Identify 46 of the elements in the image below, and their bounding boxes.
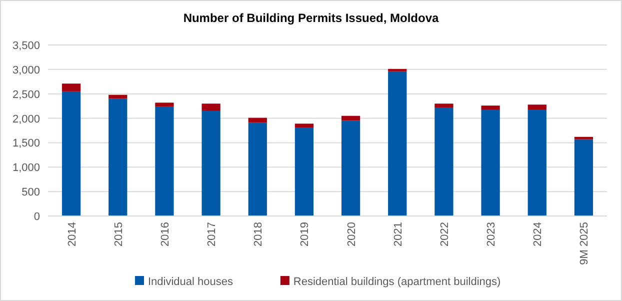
bar [108, 98, 128, 216]
bar [574, 136, 594, 140]
bar [388, 68, 407, 72]
x-tick-label: 9M 2025 [578, 222, 591, 265]
bar [341, 120, 360, 216]
x-tick-label: 2023 [486, 222, 498, 246]
bar [248, 118, 267, 123]
x-tick-label: 2017 [206, 222, 218, 246]
bar [202, 110, 220, 216]
y-tick-label: 500 [22, 186, 40, 199]
bar [481, 106, 500, 110]
bar [202, 104, 220, 111]
y-tick-label: 3,000 [12, 64, 40, 76]
bar [62, 84, 81, 92]
x-tick-label: 2019 [299, 222, 312, 246]
x-tick-label: 2022 [438, 222, 451, 246]
bar [574, 139, 594, 216]
y-tick-label: 3,500 [12, 40, 40, 52]
bar [294, 124, 314, 128]
bar [294, 128, 314, 216]
legend-label: Individual houses [148, 276, 234, 288]
bar [481, 109, 500, 216]
bar [434, 104, 454, 108]
bar [155, 106, 174, 216]
y-tick-label: 0 [34, 211, 40, 223]
legend-label: Residential buildings (apartment buildings) [293, 276, 501, 288]
bar [434, 108, 454, 216]
x-tick-label: 2015 [112, 222, 125, 246]
x-tick-label: 2018 [252, 222, 265, 246]
bar [388, 71, 407, 216]
y-tick-label: 1,500 [12, 138, 40, 150]
bar [248, 122, 267, 216]
chart-title: Number of Building Permits Issued, Moldova [183, 11, 439, 25]
x-tick-label: 2021 [392, 222, 404, 246]
y-tick-label: 1,000 [12, 162, 40, 174]
x-tick-label: 2016 [159, 222, 172, 246]
bar [528, 109, 546, 216]
bar [155, 102, 174, 107]
y-tick-label: 2,500 [12, 88, 40, 101]
bar [341, 116, 360, 121]
bar [528, 104, 546, 110]
y-tick-label: 2,000 [12, 113, 40, 126]
x-tick-label: 2020 [346, 222, 358, 246]
x-tick-label: 2024 [532, 222, 544, 246]
x-tick-label: 2014 [66, 222, 78, 246]
bar [62, 91, 81, 216]
